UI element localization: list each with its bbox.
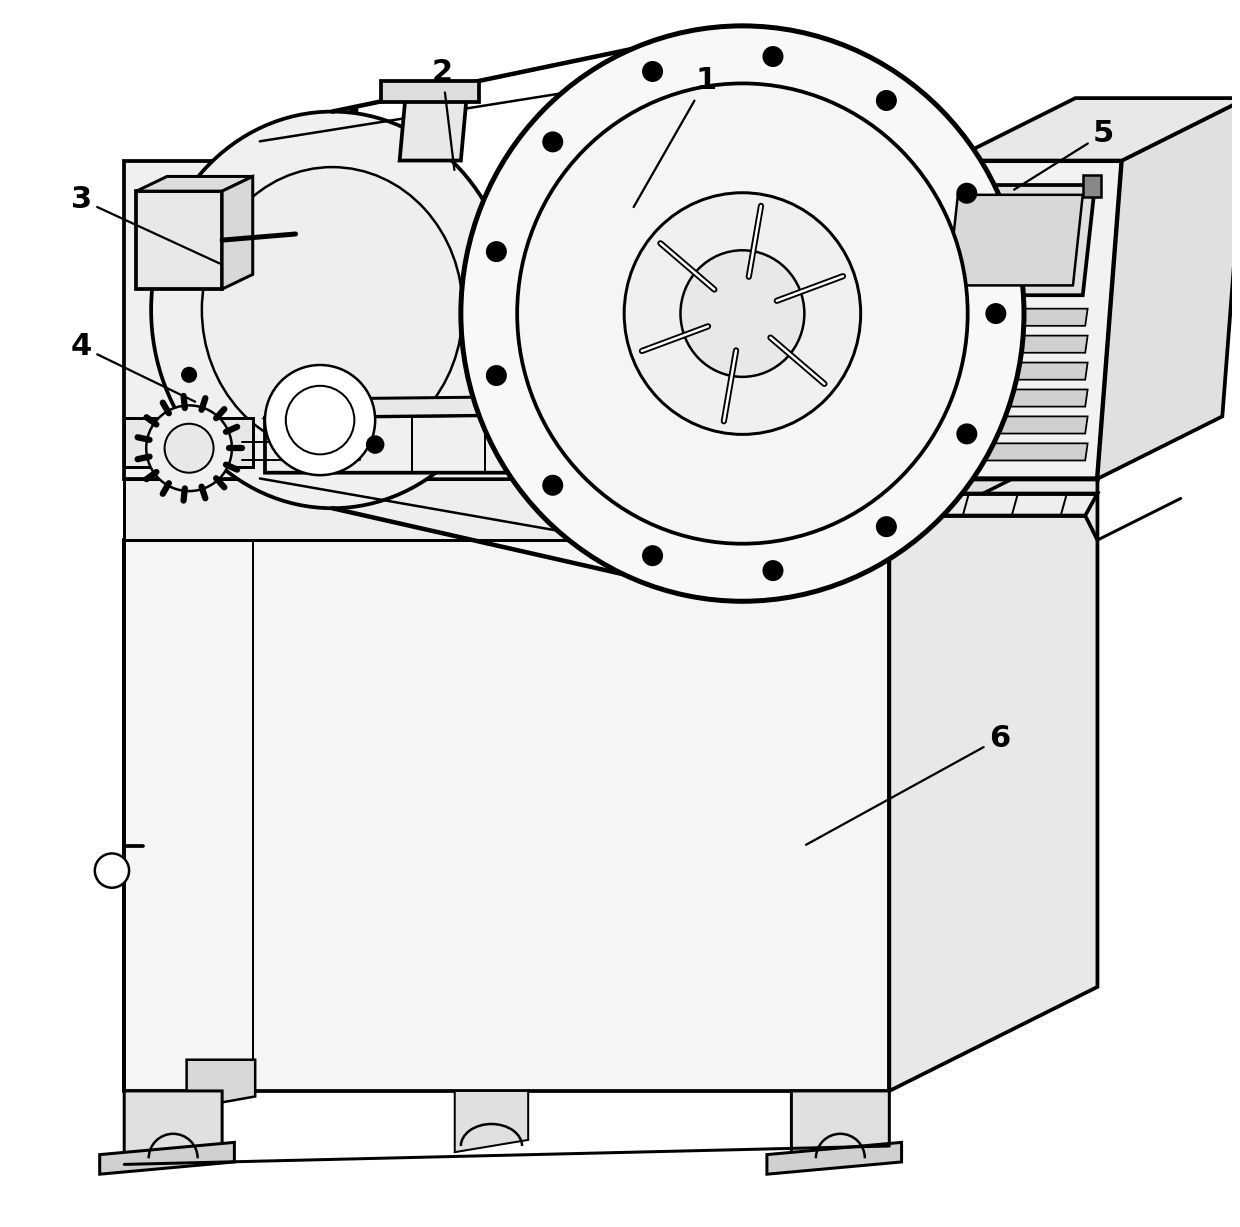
Circle shape: [957, 425, 977, 444]
Polygon shape: [265, 393, 859, 417]
Polygon shape: [124, 1091, 222, 1164]
Polygon shape: [949, 195, 1083, 286]
Polygon shape: [99, 1142, 234, 1174]
Polygon shape: [936, 185, 1095, 296]
Polygon shape: [222, 177, 253, 290]
Polygon shape: [932, 362, 1087, 379]
Polygon shape: [124, 436, 1097, 540]
Circle shape: [642, 546, 662, 566]
Polygon shape: [791, 1091, 889, 1164]
Polygon shape: [124, 479, 889, 540]
Circle shape: [182, 367, 196, 382]
Ellipse shape: [517, 83, 967, 544]
Circle shape: [642, 61, 662, 81]
Polygon shape: [136, 191, 222, 290]
Circle shape: [94, 854, 129, 887]
Text: 4: 4: [71, 333, 195, 401]
Text: 2: 2: [432, 58, 454, 171]
Circle shape: [486, 366, 506, 385]
Circle shape: [543, 476, 563, 494]
Polygon shape: [951, 98, 1240, 161]
Polygon shape: [901, 161, 1122, 479]
Circle shape: [684, 436, 702, 453]
Circle shape: [265, 364, 376, 475]
Text: 3: 3: [71, 185, 219, 264]
Polygon shape: [124, 540, 889, 1091]
Circle shape: [486, 242, 506, 261]
Ellipse shape: [151, 112, 513, 508]
Circle shape: [877, 517, 897, 536]
Polygon shape: [124, 374, 1097, 479]
Polygon shape: [381, 81, 479, 102]
Polygon shape: [766, 1142, 901, 1174]
Circle shape: [146, 405, 232, 491]
Polygon shape: [124, 161, 253, 479]
Polygon shape: [889, 436, 1097, 1091]
Polygon shape: [932, 389, 1087, 406]
Polygon shape: [187, 1060, 255, 1109]
Bar: [1083, 175, 1101, 198]
Circle shape: [877, 91, 897, 110]
Polygon shape: [124, 417, 253, 466]
Polygon shape: [399, 93, 467, 161]
Circle shape: [763, 47, 782, 66]
Circle shape: [986, 304, 1006, 324]
Polygon shape: [136, 177, 253, 191]
Text: 5: 5: [1014, 119, 1115, 190]
Circle shape: [285, 385, 355, 454]
Circle shape: [543, 133, 563, 152]
Polygon shape: [1097, 98, 1240, 479]
Polygon shape: [889, 374, 1097, 540]
Ellipse shape: [461, 26, 1024, 601]
Circle shape: [165, 423, 213, 472]
Circle shape: [513, 436, 531, 453]
Polygon shape: [932, 336, 1087, 352]
Text: 1: 1: [634, 66, 717, 207]
Ellipse shape: [202, 167, 463, 453]
Polygon shape: [932, 416, 1087, 433]
Ellipse shape: [681, 250, 805, 377]
Polygon shape: [253, 108, 357, 479]
Polygon shape: [455, 1091, 528, 1152]
Ellipse shape: [624, 193, 861, 434]
Polygon shape: [932, 443, 1087, 460]
Circle shape: [957, 184, 977, 202]
Polygon shape: [779, 493, 1097, 515]
Polygon shape: [932, 309, 1087, 326]
Text: 6: 6: [806, 724, 1011, 844]
Polygon shape: [265, 411, 841, 472]
Circle shape: [763, 561, 782, 580]
Circle shape: [367, 436, 383, 453]
